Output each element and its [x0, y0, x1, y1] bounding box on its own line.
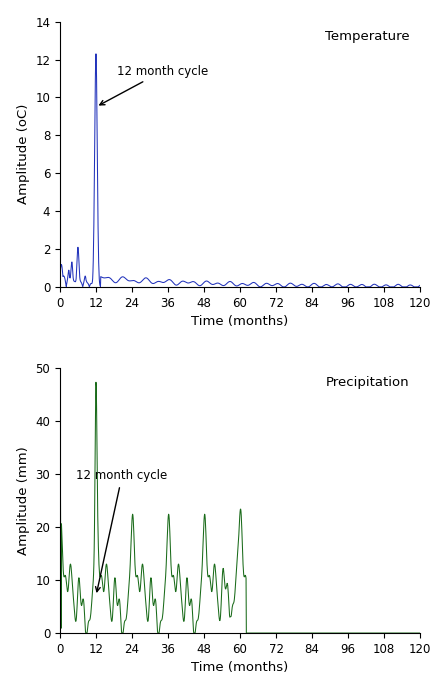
X-axis label: Time (months): Time (months) — [191, 661, 289, 674]
Text: 12 month cycle: 12 month cycle — [77, 469, 168, 591]
Text: Temperature: Temperature — [325, 30, 409, 43]
X-axis label: Time (months): Time (months) — [191, 315, 289, 328]
Text: Precipitation: Precipitation — [326, 376, 409, 389]
Y-axis label: Amplitude (oC): Amplitude (oC) — [17, 104, 30, 205]
Y-axis label: Amplitude (mm): Amplitude (mm) — [17, 446, 30, 555]
Text: 12 month cycle: 12 month cycle — [100, 65, 208, 105]
